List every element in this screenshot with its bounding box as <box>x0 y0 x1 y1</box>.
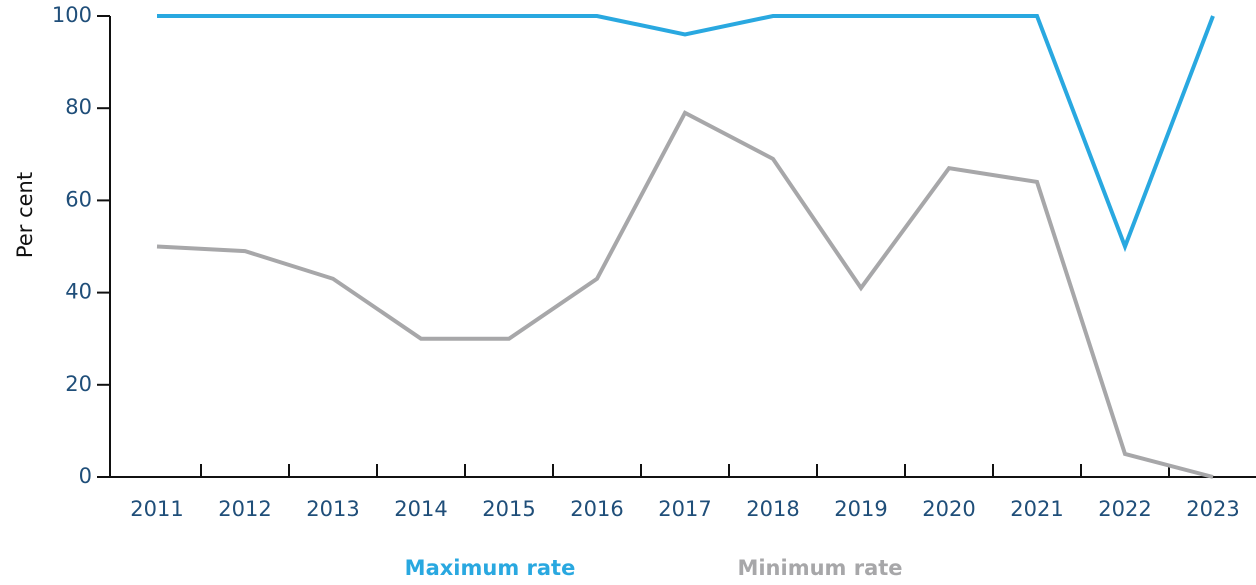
y-tick-label: 60 <box>65 187 92 211</box>
x-tick-label: 2019 <box>834 497 887 521</box>
x-tick-label: 2022 <box>1098 497 1151 521</box>
x-tick-label: 2015 <box>482 497 535 521</box>
y-tick-label: 80 <box>65 95 92 119</box>
y-tick-label: 40 <box>65 280 92 304</box>
x-tick-label: 2011 <box>130 497 183 521</box>
y-axis-label: Per cent <box>13 172 37 258</box>
y-tick-label: 20 <box>65 372 92 396</box>
y-tick-label: 0 <box>79 464 92 488</box>
y-tick-label: 100 <box>52 3 92 27</box>
x-tick-label: 2020 <box>922 497 975 521</box>
x-tick-label: 2017 <box>658 497 711 521</box>
x-tick-label: 2021 <box>1010 497 1063 521</box>
x-tick-label: 2018 <box>746 497 799 521</box>
x-tick-label: 2023 <box>1186 497 1239 521</box>
line-series <box>157 14 1215 253</box>
legend-entry: Minimum rate <box>737 556 902 580</box>
line-series <box>156 110 1214 479</box>
x-tick-label: 2012 <box>218 497 271 521</box>
x-tick-label: 2014 <box>394 497 447 521</box>
x-tick-label: 2016 <box>570 497 623 521</box>
legend-entry: Maximum rate <box>405 556 576 580</box>
x-tick-label: 2013 <box>306 497 359 521</box>
